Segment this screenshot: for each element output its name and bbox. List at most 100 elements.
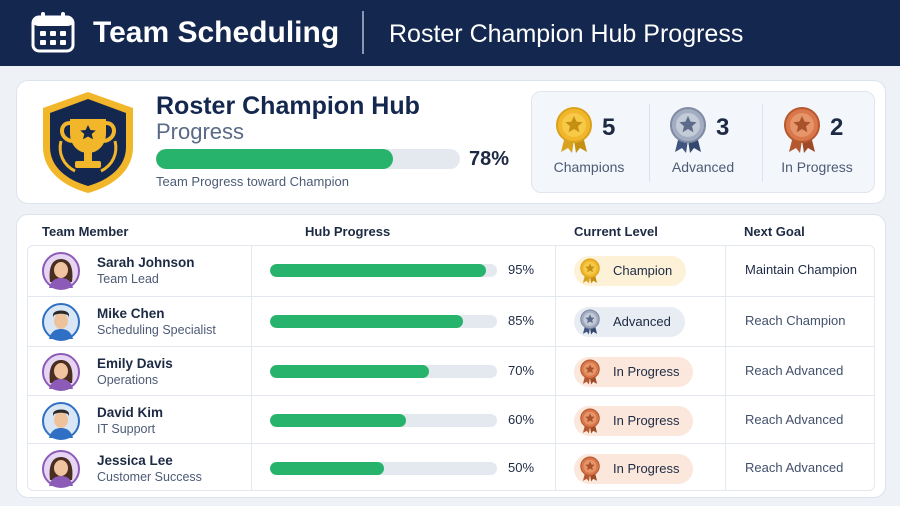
hub-progress-bar [270, 315, 497, 328]
hub-progress-fill [270, 264, 486, 277]
hub-progress-fill [270, 365, 429, 378]
stat-divider [649, 104, 650, 182]
member-name: Emily Davis [97, 356, 173, 371]
avatar [42, 402, 80, 440]
hub-progress-fill [270, 315, 463, 328]
stat-count: 3 [716, 114, 730, 141]
member-name: Jessica Lee [97, 453, 173, 468]
column-header-member: Team Member [42, 224, 129, 239]
hub-progress-bar [270, 365, 497, 378]
summary-card: Roster Champion Hub Progress 78% Team Pr… [16, 80, 886, 204]
level-badge: Advanced [574, 307, 685, 337]
hub-progress-fill [270, 414, 406, 427]
hub-progress-bar [270, 414, 497, 427]
trophy-icon [43, 92, 133, 193]
stat-champions: 5 Champions [532, 92, 646, 192]
stat-label: In Progress [781, 159, 853, 175]
hub-progress-percent: 70% [508, 363, 535, 378]
hub-progress-percent: 60% [508, 412, 535, 427]
stat-count: 2 [830, 114, 844, 141]
hub-progress-percent: 95% [508, 262, 535, 277]
column-divider [725, 444, 726, 490]
member-role: Operations [97, 373, 159, 387]
bronze-medal-icon [577, 456, 603, 482]
column-header-next-goal: Next Goal [744, 224, 805, 239]
column-divider [251, 396, 252, 445]
column-header-progress: Hub Progress [305, 224, 391, 239]
column-divider [251, 347, 252, 396]
stat-count: 5 [602, 114, 616, 141]
table-body: Sarah Johnson Team Lead 95% Champion Maintai… [27, 245, 875, 491]
member-role: IT Support [97, 422, 156, 436]
stat-divider [762, 104, 763, 182]
bronze-medal-icon [577, 408, 603, 434]
member-role: Customer Success [97, 470, 202, 484]
member-name: Sarah Johnson [97, 255, 195, 270]
table-row[interactable]: Emily Davis Operations 70% In Progress Reach… [28, 346, 874, 396]
hub-progress-percent: 50% [508, 460, 535, 475]
level-label: In Progress [613, 364, 680, 379]
team-progress-bar [156, 149, 460, 169]
stat-advanced: 3 Advanced [646, 92, 760, 192]
level-badge: In Progress [574, 454, 694, 484]
column-divider [251, 246, 252, 296]
column-header-level: Current Level [574, 224, 658, 239]
gold-medal-icon [554, 106, 594, 154]
column-divider [251, 297, 252, 346]
column-divider [555, 297, 556, 346]
column-divider [725, 246, 726, 296]
team-progress-fill [156, 149, 394, 169]
level-badge: In Progress [574, 406, 694, 436]
next-goal: Reach Advanced [745, 363, 844, 378]
gold-medal-icon [577, 258, 603, 284]
next-goal: Reach Advanced [745, 460, 844, 475]
level-label: In Progress [613, 461, 680, 476]
hub-progress-bar [270, 462, 497, 475]
app-title: Team Scheduling [93, 16, 340, 49]
column-divider [555, 444, 556, 490]
member-name: Mike Chen [97, 306, 165, 321]
avatar [42, 252, 80, 290]
column-divider [251, 444, 252, 490]
avatar [42, 353, 80, 391]
column-divider [725, 297, 726, 346]
hub-progress-bar [270, 264, 497, 277]
column-divider [555, 396, 556, 445]
table-row[interactable]: David Kim IT Support 60% In Progress Reach A… [28, 395, 874, 445]
silver-medal-icon [577, 309, 603, 335]
next-goal: Reach Champion [745, 313, 846, 328]
team-progress-table: Team Member Hub Progress Current Level N… [16, 214, 886, 498]
member-name: David Kim [97, 405, 164, 420]
next-goal: Reach Advanced [745, 412, 844, 427]
column-divider [725, 396, 726, 445]
column-divider [555, 347, 556, 396]
header-divider [362, 11, 364, 54]
level-label: Advanced [613, 314, 671, 329]
avatar [42, 450, 80, 488]
table-row[interactable]: Mike Chen Scheduling Specialist 85% Advance… [28, 296, 874, 346]
next-goal: Maintain Champion [745, 262, 858, 277]
team-progress-caption: Team Progress toward Champion [156, 174, 349, 189]
hub-progress-fill [270, 462, 384, 475]
table-row[interactable]: Sarah Johnson Team Lead 95% Champion Maintai… [28, 246, 874, 296]
level-label: Champion [613, 263, 673, 278]
team-progress-percent: 78% [469, 148, 510, 170]
bronze-medal-icon [577, 359, 603, 385]
avatar [42, 303, 80, 341]
hub-progress-percent: 85% [508, 313, 535, 328]
stat-label: Advanced [671, 159, 735, 175]
column-divider [555, 246, 556, 296]
hub-title: Roster Champion Hub [156, 92, 420, 120]
top-bar: Team Scheduling Roster Champion Hub Prog… [0, 0, 900, 66]
page-heading: Roster Champion Hub Progress [389, 20, 744, 48]
bronze-medal-icon [782, 106, 822, 154]
table-row[interactable]: Jessica Lee Customer Success 50% In Progres… [28, 443, 874, 490]
silver-medal-icon [668, 106, 708, 154]
level-label: In Progress [613, 413, 680, 428]
level-stats-panel: 5 Champions 3 Advanced 2 In Progress [531, 91, 875, 193]
column-divider [725, 347, 726, 396]
stat-label: Champions [553, 159, 625, 175]
calendar-icon [31, 12, 75, 53]
hub-subtitle: Progress [156, 119, 245, 144]
stat-in-progress: 2 In Progress [760, 92, 874, 192]
